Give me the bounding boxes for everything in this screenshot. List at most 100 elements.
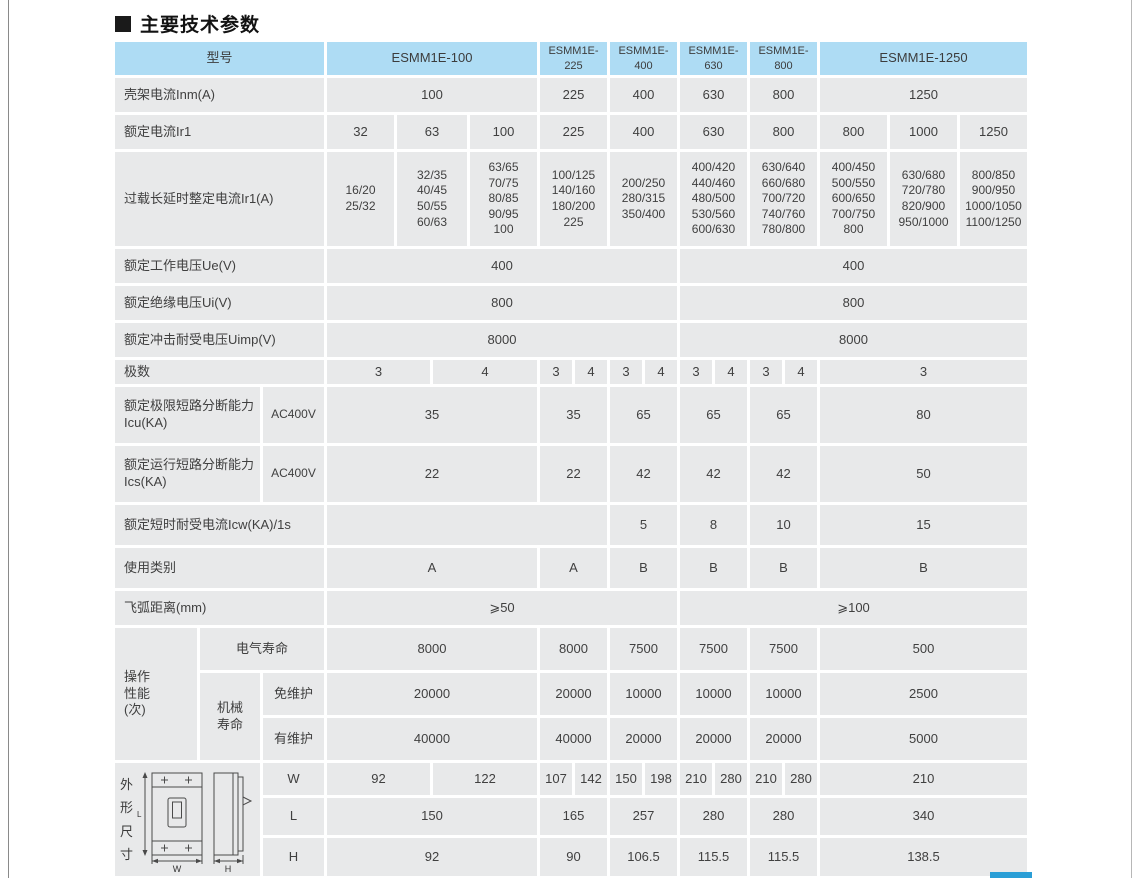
table-cell: 10: [750, 505, 817, 545]
table-cell: 8000: [327, 628, 537, 670]
table-cell: 210: [820, 763, 1027, 795]
column-header: ESMM1E-800: [750, 42, 817, 75]
row-label: 极数: [115, 360, 324, 384]
table-cell: A: [540, 548, 607, 588]
table-cell: 400: [610, 78, 677, 112]
table-cell: B: [820, 548, 1027, 588]
table-cell: 20000: [540, 673, 607, 715]
row-label: 飞弧距离(mm): [115, 591, 324, 625]
table-cell: 40000: [327, 718, 537, 760]
spec-table: 型号 ESMM1E-100 ESMM1E-225 ESMM1E-400 ESMM1E-6…: [115, 42, 1027, 876]
table-cell: 8: [680, 505, 747, 545]
table-cell: 3: [750, 360, 782, 384]
row-label: 使用类别: [115, 548, 324, 588]
table-cell: 115.5: [680, 838, 747, 876]
square-bullet-icon: [115, 15, 131, 32]
table-cell: 2500: [820, 673, 1027, 715]
table-cell: H: [263, 838, 324, 876]
table-cell: 280: [785, 763, 817, 795]
table-cell: 42: [680, 446, 747, 502]
table-cell: B: [680, 548, 747, 588]
table-cell: 800: [820, 115, 887, 149]
table-cell: 4: [433, 360, 537, 384]
table-cell: 8000: [680, 323, 1027, 357]
table-cell: 630: [680, 115, 747, 149]
table-cell: 400/420 440/460 480/500 530/560 600/630: [680, 152, 747, 246]
table-cell: 65: [750, 387, 817, 443]
table-cell: 280: [680, 798, 747, 835]
width-dim-label: W: [173, 864, 182, 873]
table-cell: 100: [327, 78, 537, 112]
table-cell: 142: [575, 763, 607, 795]
table-cell: 3: [610, 360, 642, 384]
row-label: 额定极限短路分断能力 Icu(KA): [115, 387, 260, 443]
dimension-diagram-label: 外形尺寸: [119, 776, 133, 862]
table-cell: ⩾100: [680, 591, 1027, 625]
table-cell: 免维护: [263, 673, 324, 715]
table-cell: 3: [680, 360, 712, 384]
table-cell: 1000: [890, 115, 957, 149]
table-cell: 35: [540, 387, 607, 443]
table-cell: 50: [820, 446, 1027, 502]
footer-accent-bar: [990, 872, 1032, 878]
table-cell: ⩾50: [327, 591, 677, 625]
table-cell: 630: [680, 78, 747, 112]
table-cell: 22: [327, 446, 537, 502]
table-cell: 800: [750, 78, 817, 112]
table-cell: 4: [715, 360, 747, 384]
column-header: ESMM1E-1250: [820, 42, 1027, 75]
table-cell: 225: [540, 115, 607, 149]
table-cell: A: [327, 548, 537, 588]
column-header: ESMM1E-100: [327, 42, 537, 75]
table-cell: 有维护: [263, 718, 324, 760]
table-cell: 400: [680, 249, 1027, 283]
table-cell: 150: [327, 798, 537, 835]
row-label: 额定工作电压Ue(V): [115, 249, 324, 283]
page-border-left: [8, 0, 9, 878]
column-header: 型号: [115, 42, 324, 75]
table-cell: 10000: [750, 673, 817, 715]
section-title: 主要技术参数: [115, 10, 260, 37]
table-cell: B: [750, 548, 817, 588]
table-cell: 1250: [820, 78, 1027, 112]
table-cell: 40000: [540, 718, 607, 760]
column-header: ESMM1E-400: [610, 42, 677, 75]
table-cell: 4: [645, 360, 677, 384]
table-cell: 5000: [820, 718, 1027, 760]
table-cell: 16/20 25/32: [327, 152, 394, 246]
table-cell: 63: [397, 115, 467, 149]
table-cell: 3: [820, 360, 1027, 384]
table-cell: 3: [540, 360, 572, 384]
table-cell: 500: [820, 628, 1027, 670]
table-cell: 3: [327, 360, 430, 384]
table-cell: 4: [575, 360, 607, 384]
table-cell: 122: [433, 763, 537, 795]
table-cell: 225: [540, 78, 607, 112]
row-label: 额定电流Ir1: [115, 115, 324, 149]
table-cell: 20000: [610, 718, 677, 760]
table-cell: 80: [820, 387, 1027, 443]
table-cell: 20000: [680, 718, 747, 760]
table-cell: 8000: [327, 323, 677, 357]
terminal-plus-marks: [161, 776, 192, 851]
table-cell: 100/125 140/160 180/200 225: [540, 152, 607, 246]
table-cell: 32: [327, 115, 394, 149]
table-cell: 800: [680, 286, 1027, 320]
table-cell: 400/450 500/550 600/650 700/750 800: [820, 152, 887, 246]
table-cell: 7500: [610, 628, 677, 670]
table-cell: 1250: [960, 115, 1027, 149]
breaker-outline-drawing: L W H: [137, 771, 253, 873]
table-cell: 8000: [540, 628, 607, 670]
table-cell: 92: [327, 838, 537, 876]
table-cell: L: [263, 798, 324, 835]
table-cell: 32/35 40/45 50/55 60/63: [397, 152, 467, 246]
row-label: 额定冲击耐受电压Uimp(V): [115, 323, 324, 357]
table-cell: 42: [750, 446, 817, 502]
table-cell: 63/65 70/75 80/85 90/95 100: [470, 152, 537, 246]
table-cell: 35: [327, 387, 537, 443]
table-cell: 92: [327, 763, 430, 795]
section-title-text: 主要技术参数: [140, 15, 261, 36]
table-cell: AC400V: [263, 387, 324, 443]
page-border-right: [1131, 0, 1132, 878]
table-cell: 15: [820, 505, 1027, 545]
